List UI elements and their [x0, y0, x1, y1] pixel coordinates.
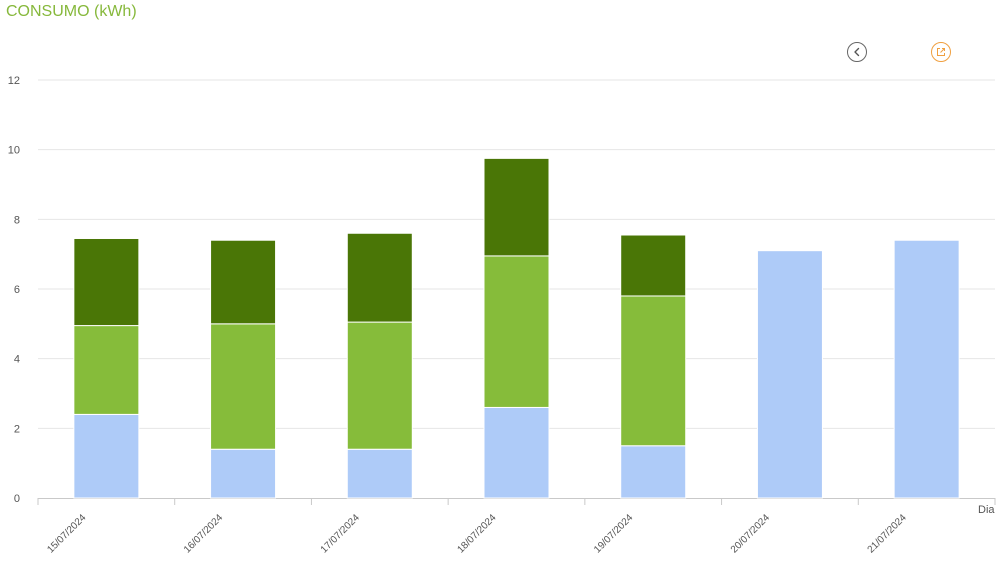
y-tick-label: 6: [14, 284, 20, 296]
bar-segment: [73, 413, 140, 499]
chevron-left-icon: [854, 47, 860, 57]
bar-segment: [893, 239, 960, 499]
bar-segment: [620, 295, 687, 447]
bar-segment: [210, 448, 277, 499]
bar-segment: [210, 239, 277, 325]
bar-segment: [620, 234, 687, 297]
bar-segment: [483, 157, 550, 257]
y-tick-label: 10: [8, 145, 20, 157]
bar-segment: [620, 445, 687, 499]
x-tick-label: 18/07/2024: [455, 512, 498, 555]
y-tick-label: 8: [14, 214, 20, 226]
bar-segment: [483, 406, 550, 499]
x-tick-label: 19/07/2024: [592, 512, 635, 555]
export-icon: [937, 48, 945, 56]
x-tick-label: 15/07/2024: [45, 512, 88, 555]
bar-segment: [73, 325, 140, 415]
x-tick-label: 17/07/2024: [319, 512, 362, 555]
bar-segment: [346, 232, 413, 323]
y-tick-label: 4: [14, 354, 20, 366]
bar-segment: [483, 255, 550, 408]
x-tick-label: 21/07/2024: [866, 512, 909, 555]
y-tick-label: 0: [14, 493, 20, 505]
x-axis-title: Dia: [978, 504, 995, 516]
bar-segment: [346, 448, 413, 499]
bar-segment: [756, 250, 823, 499]
y-tick-label: 2: [14, 423, 20, 435]
back-button[interactable]: [847, 42, 867, 62]
x-tick-label: 16/07/2024: [182, 512, 225, 555]
bar-segment: [210, 323, 277, 450]
export-button[interactable]: [931, 42, 951, 62]
chart-title: CONSUMO (kWh): [6, 3, 137, 20]
x-tick-label: 20/07/2024: [729, 512, 772, 555]
bar-segment: [73, 237, 140, 327]
bar-segment: [346, 321, 413, 450]
y-tick-label: 12: [8, 75, 20, 87]
